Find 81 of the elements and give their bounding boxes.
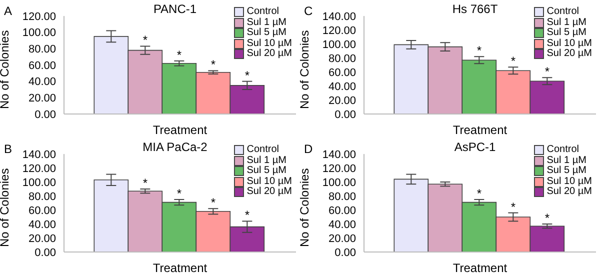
y-axis-title: No of Colonies [297,168,312,247]
legend-label: Sul 5 µM [246,27,286,38]
y-tick-label: 80.00 [328,52,356,65]
legend-label: Sul 5 µM [546,27,586,38]
y-tick-label: 100.00 [322,176,356,189]
y-tick-label: 20.00 [328,232,356,245]
data-label: * [244,68,250,82]
legend-label: Control [546,6,580,18]
y-tick-label: 0.00 [334,246,356,259]
legend-label: Sul 20 µM [246,186,292,198]
data-label: * [544,64,550,79]
y-tick-label: 80.00 [28,44,56,56]
chart-title: MIA PaCa-2 [142,140,208,154]
y-tick-label: 120.00 [322,162,356,175]
y-tick-label: 40.00 [28,76,56,88]
chart-title: Hs 766T [451,2,499,16]
y-tick-label: 120.00 [22,10,56,23]
y-tick-label: 80.00 [328,190,356,203]
y-axis-title: No of Colonies [0,30,12,109]
y-tick-label: 60.00 [328,204,356,217]
y-tick-label: 0.00 [334,108,356,121]
y-tick-label: 40.00 [328,218,356,231]
data-label: * [510,54,516,68]
legend-label: Control [546,144,580,156]
y-tick-label: 60.00 [28,204,56,217]
legend-label: Sul 1 µM [546,16,586,28]
legend-label: Sul 1 µM [246,16,286,28]
text: C [304,4,313,18]
legend-label: Sul 10 µM [246,176,292,186]
y-tick-label: 0.00 [34,246,56,259]
y-tick-label: 100.00 [22,176,56,189]
y-tick-label: 20.00 [28,92,56,105]
legend-label: Sul 1 µM [246,154,286,166]
y-tick-label: 100.00 [322,38,356,51]
legend-label: Sul 1 µM [546,154,586,166]
y-tick-label: 100.00 [22,27,56,40]
y-tick-label: 40.00 [328,80,356,93]
data-label: * [210,196,216,210]
legend-label: Sul 20 µM [546,186,592,198]
legend-label: Control [246,144,280,156]
x-axis-title: Treatment [452,261,508,275]
y-tick-label: 40.00 [28,218,56,231]
data-label: * [510,200,516,214]
data-label: * [210,58,216,72]
y-tick-label: 120.00 [22,162,56,175]
chart-title: PANC-1 [152,2,198,16]
y-tick-label: 120.00 [322,24,356,37]
legend-label: Sul 5 µM [246,165,286,176]
legend-label: Sul 5 µM [546,165,586,176]
y-tick-label: 60.00 [328,66,356,79]
legend-label: Sul 10 µM [546,176,592,186]
data-label: * [244,208,250,222]
legend-label: Control [246,6,280,18]
y-axis-title: No of Colonies [297,30,312,109]
data-label: * [476,186,482,200]
x-axis-title: Treatment [152,123,208,137]
y-tick-label: 140.00 [22,148,56,161]
legend-label: Sul 10 µM [246,38,292,48]
chart-title: AsPC-1 [453,140,497,154]
data-label: * [142,33,148,48]
y-tick-label: 80.00 [28,190,56,203]
x-axis-title: Treatment [152,261,208,275]
data-label: * [476,44,482,58]
data-label: * [176,186,182,200]
text: D [304,142,313,156]
text: B [4,142,12,156]
y-axis-title: No of Colonies [0,168,12,247]
y-tick-label: 60.00 [28,60,56,72]
x-axis-title: Treatment [452,123,508,137]
legend-label: Sul 10 µM [546,38,592,48]
data-label: * [544,211,550,225]
text: A [4,4,12,18]
y-tick-label: 0.00 [34,108,56,121]
legend-label: Sul 20 µM [246,48,292,60]
y-tick-label: 20.00 [328,94,356,107]
legend-label: Sul 20 µM [546,48,592,60]
data-label: * [176,48,182,62]
data-label: * [142,176,148,190]
y-tick-label: 20.00 [28,232,56,245]
y-tick-label: 140.00 [322,10,356,23]
y-tick-label: 140.00 [322,148,356,161]
